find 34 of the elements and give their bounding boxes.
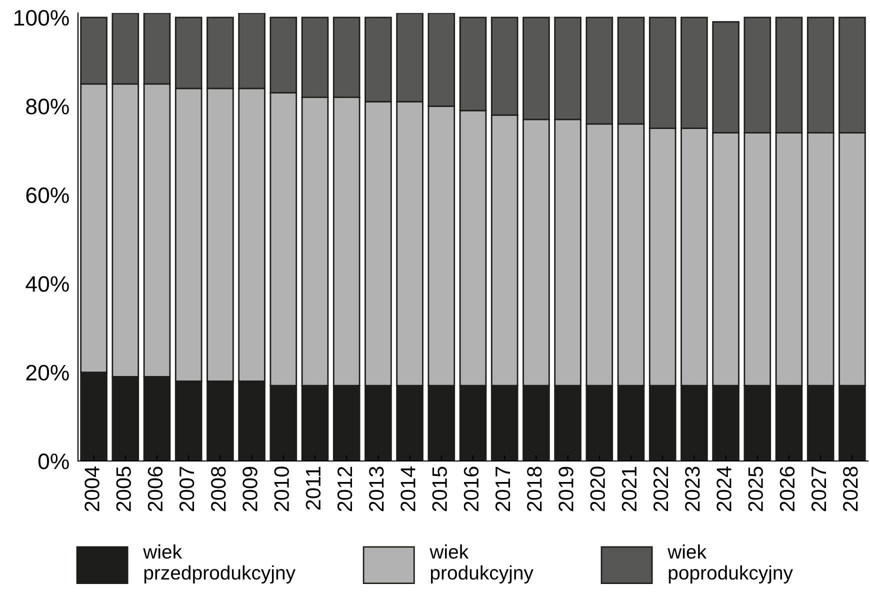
x-tick-label: 2006	[148, 466, 163, 512]
x-tick-label: 2011	[306, 466, 321, 510]
x-tick-label: 2022	[653, 466, 668, 512]
x-tick-label: 2025	[748, 466, 763, 512]
x-tick-label: 2021	[622, 466, 637, 512]
x-tick-label: 2012	[337, 466, 352, 512]
x-tick-label: 2016	[464, 466, 479, 512]
x-tick-label: 2026	[780, 466, 795, 512]
legend-label: wiek produkcyjny	[430, 544, 534, 584]
y-tick-label: 40%	[26, 276, 69, 292]
x-tick-label: 2023	[685, 466, 700, 512]
x-tick-label: 2013	[369, 466, 384, 512]
x-tick-label: 2009	[242, 466, 258, 512]
x-tick-label: 2017	[495, 466, 510, 512]
y-tick-label: 80%	[26, 98, 69, 114]
x-tick-label: 2005	[116, 466, 131, 512]
legend-label: wiek przedprodukcyjny	[143, 544, 296, 584]
x-tick-label: 2014	[400, 466, 416, 512]
x-tick-label: 2020	[590, 466, 605, 512]
x-tick-label: 2007	[179, 466, 194, 512]
x-tick-label: 2018	[527, 466, 542, 512]
y-tick-label: 0%	[38, 454, 69, 470]
x-tick-label: 2015	[432, 466, 447, 512]
y-tick-label: 60%	[26, 187, 69, 204]
legend-label: wiek poprodukcyjny	[668, 544, 793, 584]
x-tick-label: 2028	[843, 466, 858, 512]
x-tick-label: 2004	[84, 466, 100, 512]
x-tick-label: 2027	[811, 466, 826, 512]
y-tick-label: 100%	[14, 10, 69, 26]
x-tick-label: 2019	[558, 466, 574, 512]
y-tick-label: 20%	[26, 364, 69, 381]
x-tick-label: 2024	[716, 466, 732, 512]
x-tick-label: 2008	[211, 466, 226, 512]
x-tick-label: 2010	[274, 466, 289, 512]
